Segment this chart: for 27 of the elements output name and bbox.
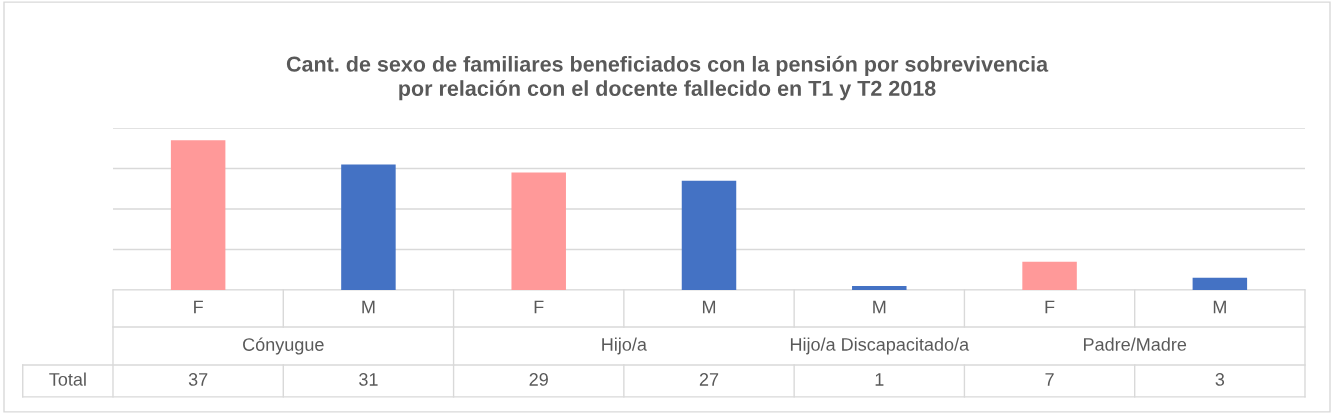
text: Cónyugue: [243, 337, 324, 355]
bar: [341, 164, 396, 290]
text: Padre/Madre: [1084, 337, 1187, 351]
x-tick-label: M: [1213, 300, 1226, 314]
data-label: 37: [188, 373, 208, 386]
data-label: 29: [529, 373, 548, 386]
bar: [681, 180, 737, 290]
chart-title: Cant. de sexo de familiares beneficiados con la pensión por sobrevivencia por relación con el docente fallecido en T1 y T2 2018: [286, 55, 1049, 101]
text: Total: [49, 372, 86, 386]
text: Hijo/a Discapacitado/a: [790, 337, 970, 355]
text: Hijo/a: [602, 337, 647, 355]
bar: [1192, 277, 1248, 290]
x-tick-label: M: [702, 300, 716, 314]
x-tick-label: F: [194, 300, 203, 314]
data-label: 27: [699, 373, 719, 386]
bar: [170, 140, 226, 290]
bar: [852, 285, 907, 290]
x-tick-label: M: [873, 300, 886, 314]
bar: [1022, 261, 1077, 290]
bar: [511, 172, 566, 290]
data-label: 3: [1215, 373, 1225, 386]
x-tick-label: M: [362, 300, 375, 314]
x-tick-label: F: [1045, 300, 1055, 314]
data-label: 7: [1045, 373, 1054, 386]
x-tick-label: F: [534, 300, 544, 314]
data-label: 1: [875, 373, 884, 386]
data-label: 31: [359, 373, 378, 386]
